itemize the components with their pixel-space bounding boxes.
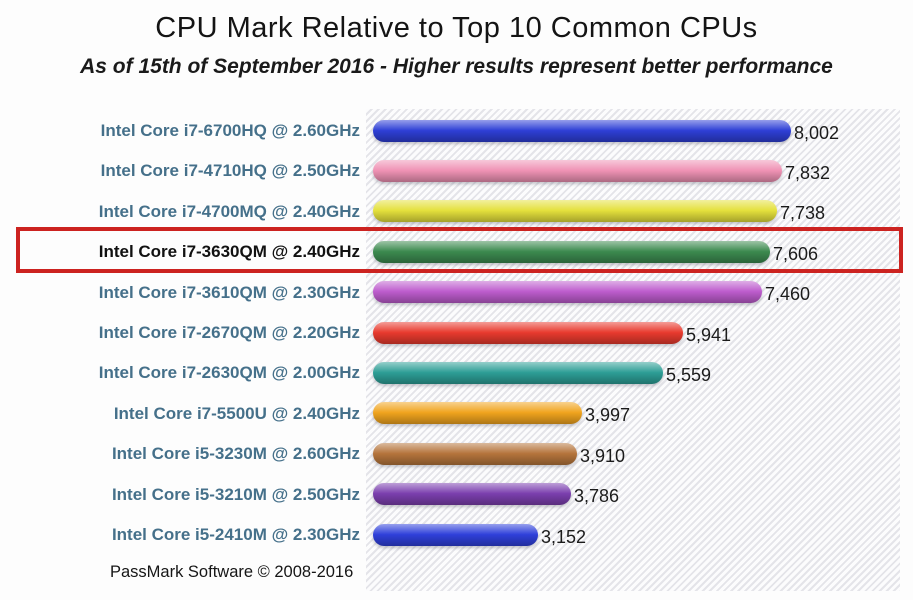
chart-subtitle: As of 15th of September 2016 - Higher re… [80,55,833,78]
bar [373,200,777,223]
value-label: 3,997 [585,405,631,426]
category-label: Intel Core i7-2670QM @ 2.20GHz [98,323,360,342]
value-label: 7,832 [785,162,831,183]
value-label: 5,559 [666,364,712,385]
bar [373,240,770,263]
bar [373,281,762,304]
value-label: 7,738 [780,203,826,224]
value-label: 7,460 [765,284,811,305]
category-label: Intel Core i5-3210M @ 2.50GHz [111,484,360,504]
value-label: 3,910 [580,445,626,466]
value-label: 7,606 [773,243,819,264]
category-label: Intel Core i7-3610QM @ 2.30GHz [98,282,360,302]
category-label: Intel Core i7-2630QM @ 2.00GHz [98,363,360,383]
value-label: 5,941 [686,324,732,345]
category-label: Intel Core i7-4700MQ @ 2.40GHz [98,201,360,221]
bar [373,119,791,142]
value-label: 3,152 [541,526,587,547]
category-label: Intel Core i7-4710HQ @ 2.50GHz [100,161,360,181]
bar [373,442,577,465]
category-label: Intel Core i7-3630QM @ 2.40GHz [98,242,360,262]
source-attribution: PassMark Software © 2008-2016 [110,563,354,581]
bar [373,361,663,384]
bar [373,523,538,546]
bar [373,159,782,182]
category-label: Intel Core i7-6700HQ @ 2.60GHz [100,121,360,140]
value-label: 8,002 [794,122,840,143]
plot-area [366,109,900,591]
bar [373,483,571,506]
bar [373,321,683,344]
value-label: 3,786 [574,486,620,507]
category-label: Intel Core i5-2410M @ 2.30GHz [111,525,360,544]
category-label: Intel Core i5-3230M @ 2.60GHz [111,444,360,464]
category-label: Intel Core i7-5500U @ 2.40GHz [113,403,360,423]
bar [373,402,582,425]
chart-title: CPU Mark Relative to Top 10 Common CPUs [155,12,758,44]
